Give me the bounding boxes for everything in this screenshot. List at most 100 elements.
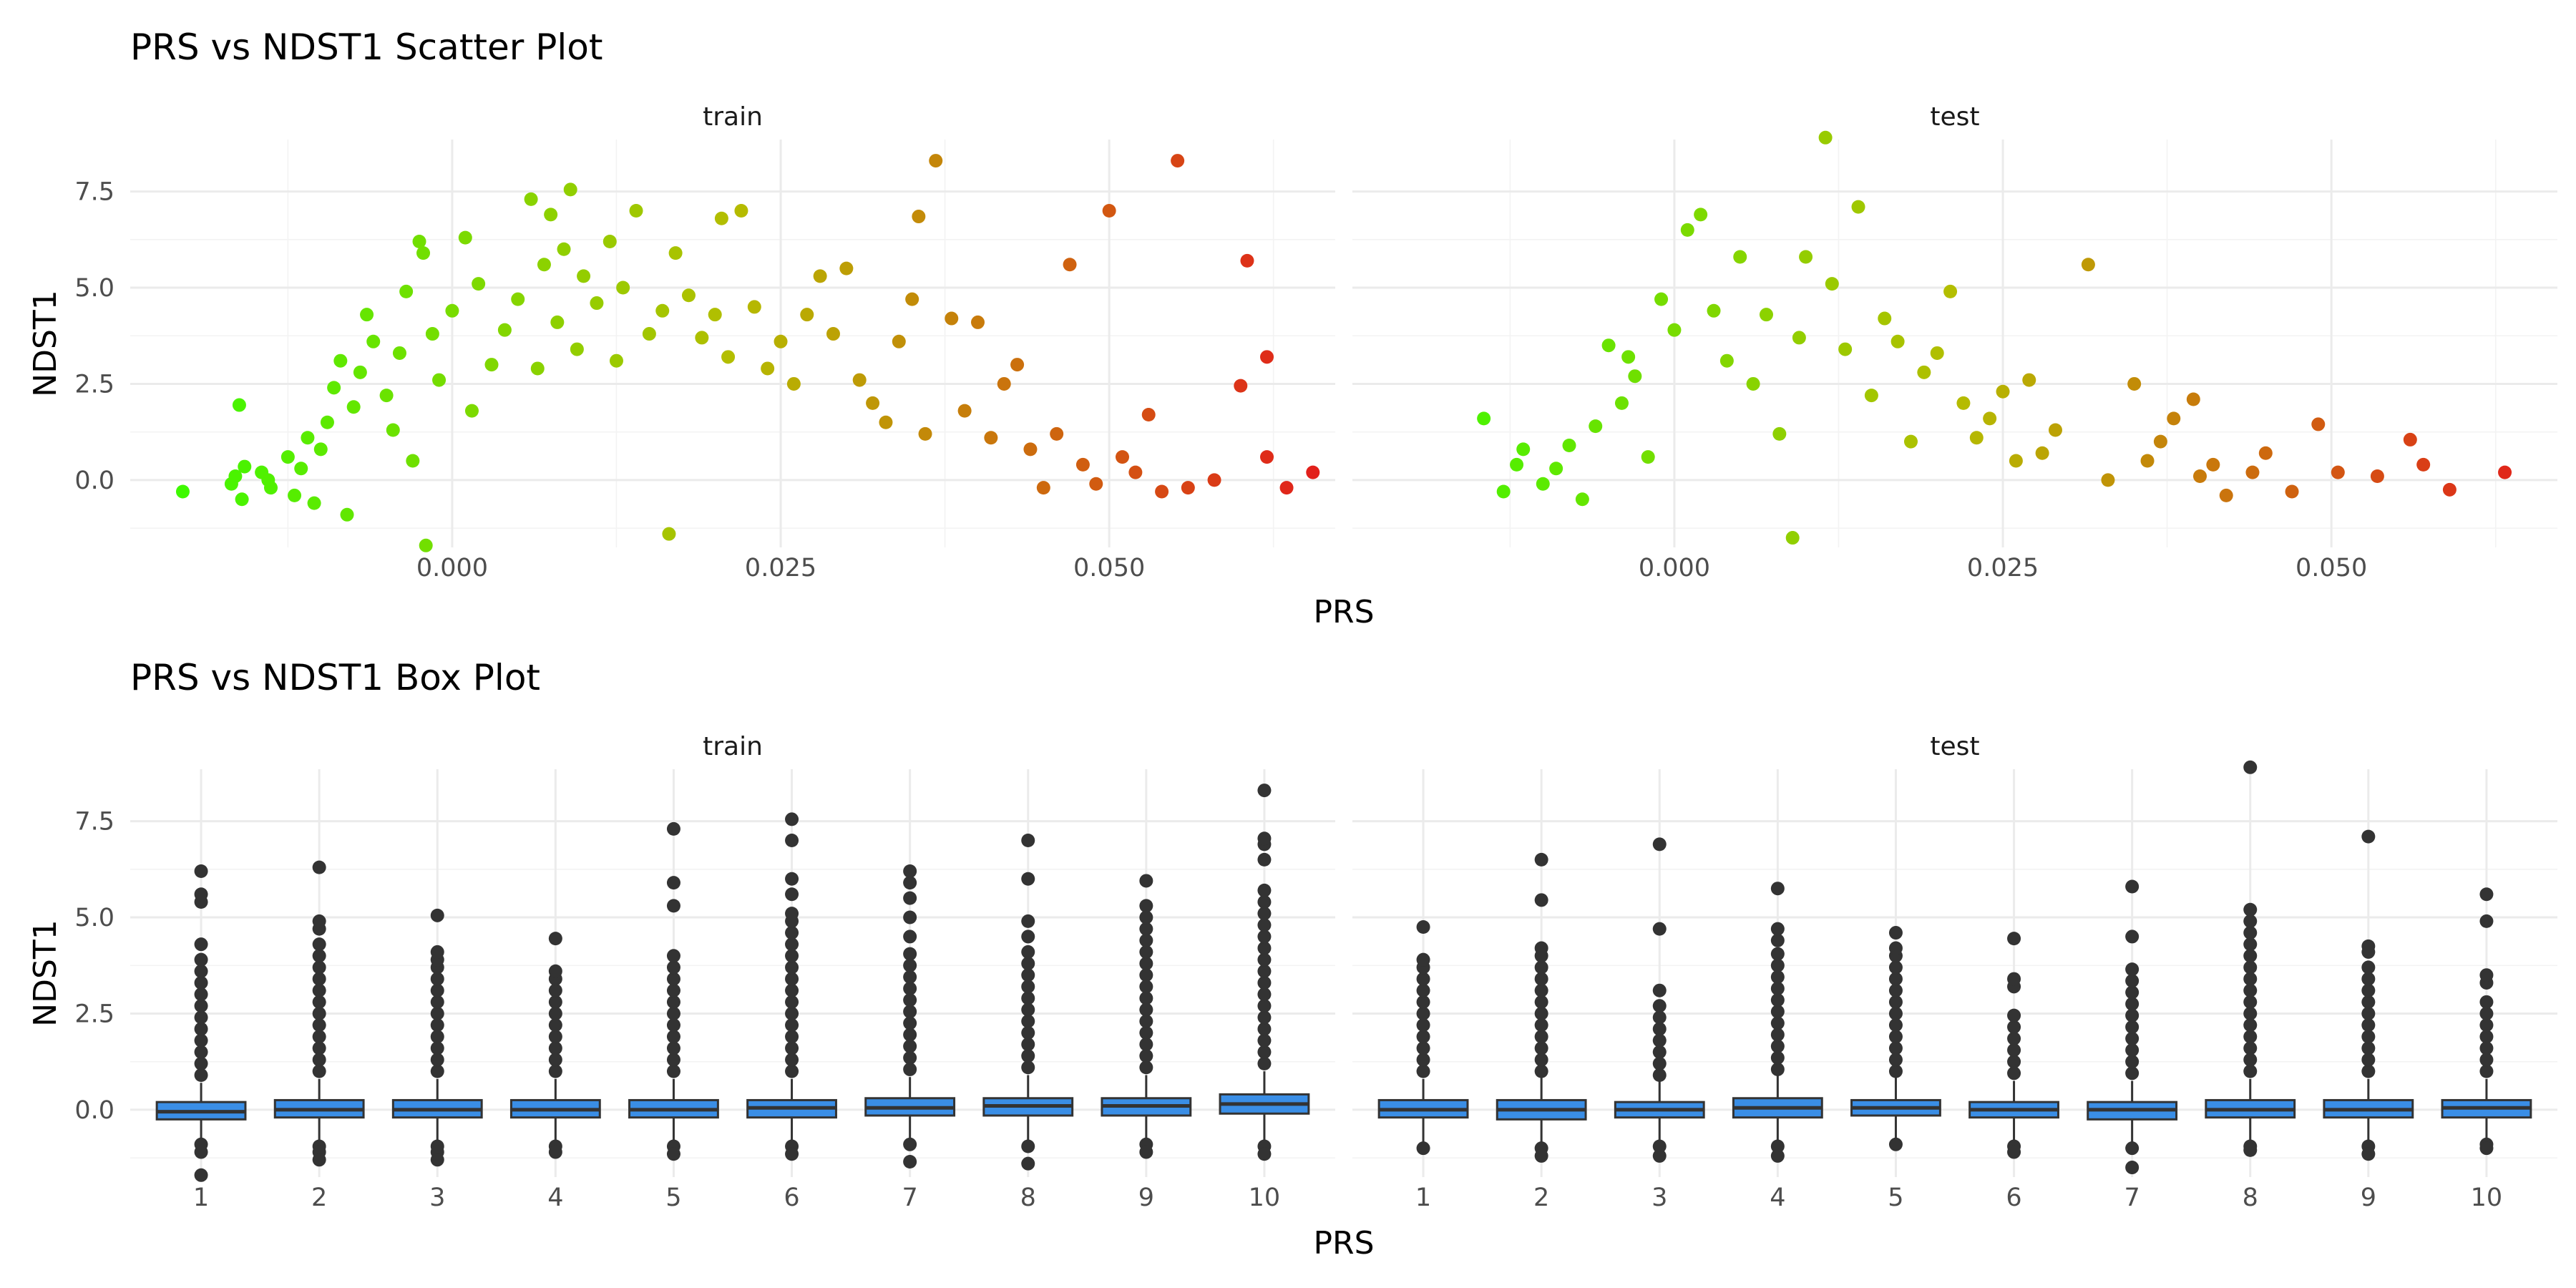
scatter-point: [1943, 284, 1958, 298]
outlier-point: [2243, 926, 2258, 940]
scatter-point: [1785, 531, 1800, 545]
outlier-point: [1652, 1139, 1667, 1153]
scatter-point: [392, 346, 406, 360]
box-train-1: [155, 864, 247, 1182]
scatter-point: [294, 462, 308, 476]
scatter-point: [1181, 481, 1195, 495]
scatter-point: [557, 242, 571, 256]
outlier-point: [1021, 1060, 1035, 1075]
outlier-point: [2361, 1053, 2376, 1067]
x-tick-label: 0.050: [1073, 554, 1145, 582]
outlier-point: [1139, 1037, 1153, 1051]
scatter-panel-test: test 0.000 0.025 0.050: [1352, 102, 2557, 582]
scatter-point: [399, 284, 414, 298]
scatter-point: [786, 376, 801, 391]
scatter-point: [366, 334, 381, 348]
x-tick-label: 0.025: [745, 554, 816, 582]
scatter-point: [472, 277, 486, 291]
outlier-point: [2243, 914, 2258, 928]
x-tick-label: 6: [784, 1184, 799, 1212]
scatter-point: [2258, 446, 2273, 460]
outlier-point: [1888, 941, 1903, 955]
outlier-point: [1416, 983, 1430, 997]
outlier-point: [2125, 962, 2140, 977]
scatter-point: [2219, 488, 2233, 502]
scatter-point: [425, 327, 439, 341]
outlier-point: [903, 910, 917, 924]
outlier-point: [785, 812, 799, 826]
scatter-point: [1772, 426, 1787, 441]
outlier-point: [1139, 1145, 1153, 1159]
outlier-point: [548, 964, 562, 978]
scatter-point: [945, 311, 959, 326]
x-tick-label: 8: [1020, 1184, 1036, 1212]
outlier-point: [548, 995, 562, 1009]
box-train-6: [746, 812, 837, 1161]
outlier-point: [548, 1041, 562, 1055]
scatter-point: [2167, 411, 2181, 426]
outlier-point: [1888, 983, 1903, 997]
outlier-point: [785, 960, 799, 975]
outlier-point: [1416, 1006, 1430, 1020]
scatter-point: [1207, 473, 1221, 487]
outlier-point: [1257, 883, 1272, 897]
scatter-point: [1589, 419, 1603, 434]
outlier-point: [666, 972, 680, 986]
outlier-point: [1257, 1022, 1272, 1036]
outlier-point: [194, 964, 208, 978]
outlier-point: [903, 864, 917, 878]
outlier-point: [2125, 1031, 2140, 1045]
scatter-point: [1746, 376, 1760, 391]
outlier-point: [548, 1145, 562, 1159]
outlier-point: [1021, 968, 1035, 982]
scatter-point: [1818, 130, 1833, 145]
scatter-point: [1621, 350, 1636, 364]
outlier-point: [1888, 926, 1903, 940]
outlier-point: [312, 1041, 326, 1055]
scatter-y-axis-title: NDST1: [27, 290, 64, 397]
outlier-point: [1534, 1053, 1548, 1067]
outlier-point: [1257, 1147, 1272, 1161]
outlier-point: [1416, 1141, 1430, 1156]
outlier-point: [2125, 985, 2140, 1000]
outlier-point: [1534, 1006, 1548, 1020]
outlier-point: [312, 995, 326, 1009]
scatter-point: [445, 303, 459, 318]
scatter-point: [1733, 250, 1747, 264]
scatter-point: [570, 342, 584, 356]
scatter-point: [484, 358, 499, 372]
outlier-point: [1257, 1033, 1272, 1048]
outlier-point: [430, 972, 444, 986]
outlier-point: [1652, 922, 1667, 936]
outlier-point: [430, 983, 444, 997]
box-panel-test: test 1 2 3 4 5 6 7 8 9 10: [1352, 732, 2557, 1212]
outlier-point: [785, 1053, 799, 1067]
outlier-point: [2243, 1053, 2258, 1067]
outlier-point: [2243, 995, 2258, 1009]
scatter-point: [2153, 434, 2167, 449]
outlier-point: [2479, 968, 2494, 982]
scatter-point: [2442, 482, 2457, 497]
scatter-point: [1536, 477, 1550, 491]
outlier-point: [1139, 991, 1153, 1005]
y-tick-label: 7.5: [74, 178, 114, 207]
scatter-point: [228, 469, 243, 484]
scatter-point: [774, 334, 788, 348]
scatter-x-axis-title: PRS: [1313, 594, 1374, 630]
outlier-point: [1257, 987, 1272, 1002]
outlier-point: [1416, 1018, 1430, 1033]
scatter-point: [1614, 396, 1629, 410]
outlier-point: [1257, 1045, 1272, 1059]
outlier-point: [785, 983, 799, 997]
outlier-point: [2361, 1041, 2376, 1055]
scatter-point: [997, 376, 1011, 391]
outlier-point: [1021, 1156, 1035, 1171]
scatter-panel-train: train 0.000 0.025 0.050 0.0 2.5 5.0 7.5: [74, 102, 1335, 582]
outlier-point: [1416, 952, 1430, 967]
scatter-point: [333, 353, 348, 368]
y-tick-label: 5.0: [74, 904, 114, 932]
outlier-point: [666, 821, 680, 836]
scatter-point: [1680, 223, 1694, 237]
outlier-point: [1139, 899, 1153, 913]
